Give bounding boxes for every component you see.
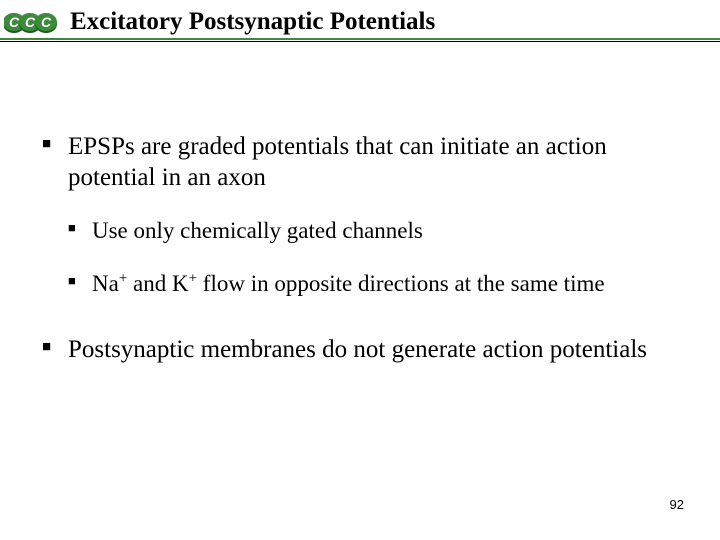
svg-text:C: C — [25, 14, 36, 30]
superscript: + — [189, 270, 197, 286]
bullet-item: EPSPs are graded potentials that can ini… — [42, 132, 678, 299]
bullet-text: Use only chemically gated channels — [92, 218, 423, 243]
bullet-text: flow in opposite directions at the same … — [197, 271, 605, 296]
slide: C C C Excitatory Postsynaptic Potentials… — [0, 0, 720, 540]
svg-text:C: C — [41, 14, 52, 30]
bullet-subitem: Use only chemically gated channels — [68, 217, 678, 246]
bullet-text: EPSPs are graded potentials that can ini… — [68, 133, 607, 191]
bullet-text: Postsynaptic membranes do not generate a… — [68, 336, 647, 363]
bullet-sublist: Use only chemically gated channels Na+ a… — [68, 217, 678, 299]
bullet-text: Na — [92, 271, 119, 296]
bullet-text: and K — [127, 271, 188, 296]
page-number: 92 — [670, 497, 684, 512]
bullet-subitem: Na+ and K+ flow in opposite directions a… — [68, 270, 678, 299]
bullet-list: EPSPs are graded potentials that can ini… — [42, 132, 678, 365]
ecc-logo: C C C — [4, 0, 62, 41]
slide-body: EPSPs are graded potentials that can ini… — [0, 52, 720, 365]
slide-title: Excitatory Postsynaptic Potentials — [70, 6, 720, 36]
header: C C C Excitatory Postsynaptic Potentials — [0, 0, 720, 52]
header-rule — [0, 38, 720, 40]
svg-text:C: C — [9, 14, 20, 30]
bullet-item: Postsynaptic membranes do not generate a… — [42, 335, 678, 366]
superscript: + — [119, 270, 127, 286]
